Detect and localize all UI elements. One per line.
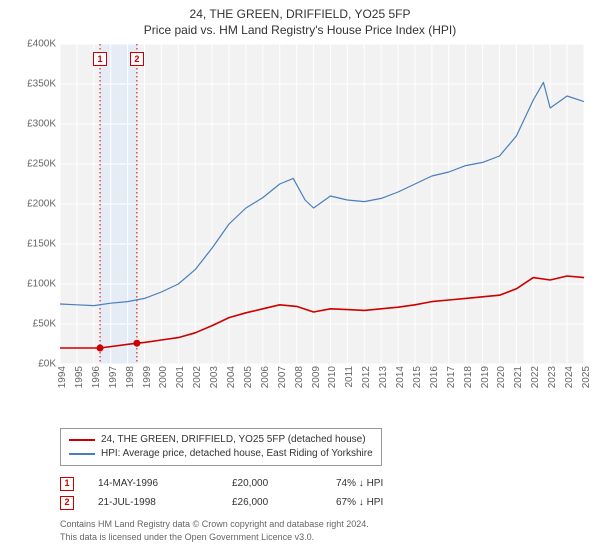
transaction-delta: 67% ↓ HPI [336,493,383,512]
transaction-list: 1 14-MAY-1996 £20,000 74% ↓ HPI 2 21-JUL-1998… [60,474,584,512]
legend-swatch [69,453,95,455]
chart-area: £0K£50K£100K£150K£200K£250K£300K£350K£40… [16,44,584,392]
x-tick-label: 2021 [513,366,524,388]
chart-marker-badge: 1 [93,52,107,66]
transaction-price: £20,000 [232,474,312,493]
footer-line-1: Contains HM Land Registry data © Crown c… [60,518,584,530]
x-tick-label: 2000 [158,366,169,388]
x-tick-label: 2018 [463,366,474,388]
x-tick-label: 2009 [311,366,322,388]
y-tick-label: £150K [27,239,56,250]
x-tick-label: 2024 [564,366,575,388]
transaction-date: 14-MAY-1996 [98,474,208,493]
y-tick-label: £300K [27,119,56,130]
x-tick-label: 2014 [395,366,406,388]
y-tick-label: £50K [33,319,56,330]
x-tick-label: 2006 [260,366,271,388]
x-axis: 1994 1995 1996 1997 1998 1999 2000 2001 2002 2003… [60,364,584,392]
title-line-1: 24, THE GREEN, DRIFFIELD, YO25 5FP [16,6,584,22]
transaction-date: 21-JUL-1998 [98,493,208,512]
chart-title: 24, THE GREEN, DRIFFIELD, YO25 5FP Price… [16,6,584,38]
x-tick-label: 1996 [91,366,102,388]
x-tick-label: 2016 [429,366,440,388]
chart-container: 24, THE GREEN, DRIFFIELD, YO25 5FP Price… [0,0,600,560]
x-tick-label: 2013 [378,366,389,388]
x-tick-label: 2020 [496,366,507,388]
y-axis: £0K£50K£100K£150K£200K£250K£300K£350K£40… [16,44,60,364]
y-tick-label: £350K [27,79,56,90]
x-tick-label: 2025 [581,366,592,388]
x-tick-label: 2007 [277,366,288,388]
plot-region: 12 [60,44,584,364]
x-tick-label: 2005 [243,366,254,388]
x-tick-label: 2017 [446,366,457,388]
x-tick-label: 2002 [192,366,203,388]
x-tick-label: 2008 [294,366,305,388]
transaction-badge: 1 [60,477,74,491]
x-tick-label: 2015 [412,366,423,388]
y-tick-label: £100K [27,279,56,290]
x-tick-label: 2003 [209,366,220,388]
y-tick-label: £200K [27,199,56,210]
legend-label: 24, THE GREEN, DRIFFIELD, YO25 5FP (deta… [101,433,366,447]
transaction-price: £26,000 [232,493,312,512]
footer: Contains HM Land Registry data © Crown c… [60,518,584,542]
x-tick-label: 2010 [327,366,338,388]
x-tick-label: 2011 [344,366,355,388]
x-tick-label: 2023 [547,366,558,388]
transaction-badge: 2 [60,496,74,510]
y-tick-label: £400K [27,39,56,50]
x-tick-label: 2019 [480,366,491,388]
x-tick-label: 1995 [74,366,85,388]
y-tick-label: £250K [27,159,56,170]
x-tick-label: 1994 [57,366,68,388]
x-tick-label: 2012 [361,366,372,388]
y-tick-label: £0K [38,359,56,370]
transaction-row: 1 14-MAY-1996 £20,000 74% ↓ HPI [60,474,584,493]
x-tick-label: 2001 [175,366,186,388]
transaction-row: 2 21-JUL-1998 £26,000 67% ↓ HPI [60,493,584,512]
x-tick-label: 1998 [125,366,136,388]
x-tick-label: 2022 [530,366,541,388]
footer-line-2: This data is licensed under the Open Gov… [60,531,584,543]
transaction-delta: 74% ↓ HPI [336,474,383,493]
legend-label: HPI: Average price, detached house, East… [101,447,373,461]
x-tick-label: 1997 [108,366,119,388]
legend-item: HPI: Average price, detached house, East… [69,447,373,461]
legend: 24, THE GREEN, DRIFFIELD, YO25 5FP (deta… [60,428,382,466]
plot-svg [60,44,584,364]
x-tick-label: 1999 [142,366,153,388]
chart-marker-badge: 2 [130,52,144,66]
legend-item: 24, THE GREEN, DRIFFIELD, YO25 5FP (deta… [69,433,373,447]
x-tick-label: 2004 [226,366,237,388]
title-line-2: Price paid vs. HM Land Registry's House … [16,22,584,38]
legend-swatch [69,439,95,441]
